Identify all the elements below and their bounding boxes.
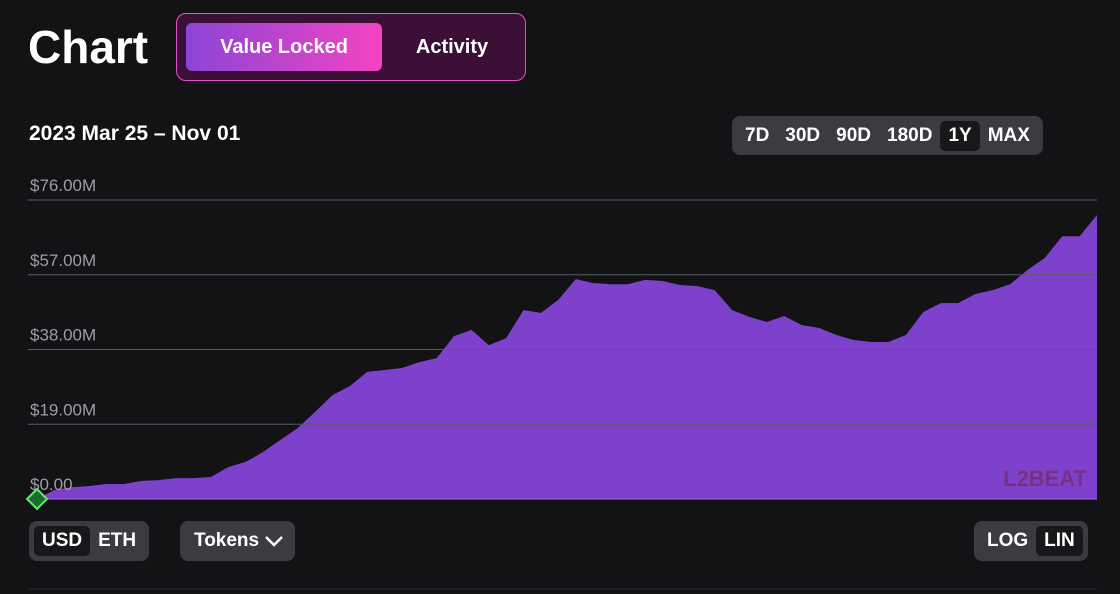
toggle-button[interactable]: 180D bbox=[887, 124, 933, 146]
unit-group: USD ETH bbox=[29, 521, 150, 561]
toggle-button[interactable]: ETH bbox=[98, 530, 137, 551]
toggle-button[interactable]: LOG bbox=[987, 530, 1029, 551]
area bbox=[37, 214, 1097, 499]
tab-group: Value Locked Activity bbox=[176, 13, 526, 81]
y-tick-label: $57.00M bbox=[30, 251, 96, 270]
range-group: 7D 30D 90D 180D 1Y MAX bbox=[732, 116, 1043, 155]
y-tick-label: $76.00M bbox=[30, 176, 96, 195]
date-range: 2023 Mar 25 – Nov 01 bbox=[29, 122, 241, 145]
tab[interactable]: Value Locked bbox=[186, 23, 382, 71]
chevron bbox=[265, 536, 283, 547]
tokens-label: Tokens bbox=[194, 530, 260, 551]
y-tick-label: $19.00M bbox=[30, 400, 96, 419]
toggle-button[interactable]: LIN bbox=[1036, 526, 1083, 556]
toggle-button[interactable]: 7D bbox=[745, 124, 770, 146]
page-title: Chart bbox=[28, 21, 149, 73]
toggle-button[interactable]: 1Y bbox=[940, 120, 980, 151]
start-marker bbox=[25, 487, 49, 511]
y-tick-label: $38.00M bbox=[30, 326, 96, 345]
toggle-button[interactable]: 90D bbox=[836, 124, 872, 146]
watermark: L2BEAT bbox=[1003, 466, 1087, 491]
scale-group: LOG LIN bbox=[974, 521, 1088, 561]
tab[interactable]: Activity bbox=[415, 36, 489, 58]
toggle-button[interactable]: MAX bbox=[987, 124, 1030, 146]
toggle-button[interactable]: 30D bbox=[785, 124, 821, 146]
y-tick-label: $0.00 bbox=[30, 475, 73, 494]
tokens-dropdown[interactable]: Tokens bbox=[180, 521, 296, 561]
toggle-button[interactable]: USD bbox=[34, 526, 91, 556]
